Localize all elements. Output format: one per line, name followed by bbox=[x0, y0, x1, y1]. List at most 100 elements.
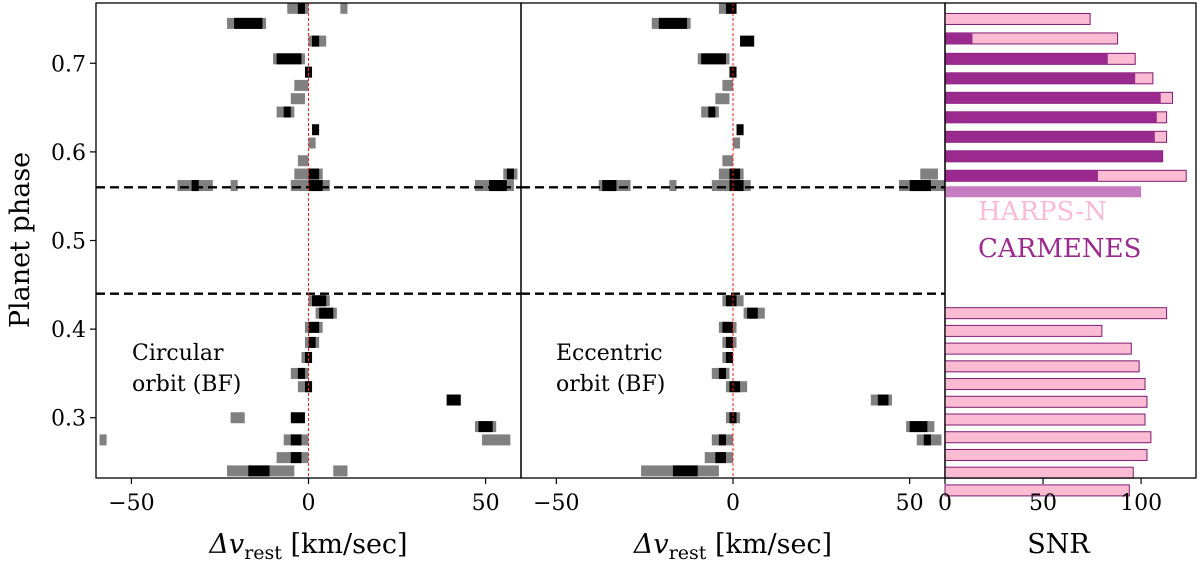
heatmap-cell bbox=[312, 124, 320, 136]
heatmap-cell bbox=[312, 35, 320, 47]
heatmap-cell bbox=[333, 465, 348, 477]
x-axis-label: Δvrest [km/sec] bbox=[633, 529, 832, 561]
y-tick-label: 0.3 bbox=[51, 407, 86, 432]
plot-frame bbox=[944, 2, 1197, 479]
heatmap-cell bbox=[923, 434, 931, 446]
heatmap-cell bbox=[230, 180, 238, 192]
x-axis-label-symbol: Δv bbox=[633, 529, 669, 560]
heatmap-cell bbox=[482, 434, 511, 446]
heatmap-cell bbox=[722, 155, 733, 167]
x-tick-label: 50 bbox=[472, 491, 500, 516]
x-axis-label: SNR bbox=[1027, 529, 1090, 560]
heatmap-cell bbox=[725, 351, 733, 363]
heatmap-cell bbox=[658, 17, 688, 29]
carmenes-bar bbox=[945, 32, 973, 44]
heatmap-cell bbox=[312, 295, 327, 307]
heatmap-cell bbox=[99, 434, 107, 446]
x-tick-label: 0 bbox=[938, 491, 952, 516]
carmenes-bar bbox=[945, 170, 1098, 182]
y-tick-label: 0.7 bbox=[51, 52, 86, 77]
snr-panel: 0 50 100 SNR HARPS-N CARMENES bbox=[938, 2, 1197, 560]
harps-bar bbox=[944, 431, 1152, 444]
x-axis-label-unit: [km/sec] bbox=[282, 529, 408, 560]
heatmap-cell bbox=[489, 180, 507, 192]
heatmap-cell bbox=[506, 168, 514, 180]
x-axis-label: Δvrest [km/sec] bbox=[208, 529, 407, 561]
harps-bar bbox=[944, 395, 1148, 408]
heatmap-cell bbox=[276, 53, 302, 65]
x-tick-label: 0 bbox=[302, 491, 316, 516]
carmenes-bar bbox=[945, 92, 1161, 104]
orbit-annotation-line-2: orbit (BF) bbox=[556, 372, 665, 397]
heatmap-cell bbox=[708, 106, 716, 118]
orbit-annotation-line-1: Circular bbox=[132, 341, 224, 366]
heatmap-cell bbox=[308, 180, 323, 192]
heatmap-cell bbox=[729, 66, 737, 78]
x-tick-label: 50 bbox=[896, 491, 924, 516]
x-tick-label: −50 bbox=[108, 491, 154, 516]
heatmap-cell bbox=[308, 137, 316, 149]
harps-bar bbox=[944, 360, 1140, 373]
x-tick-label: −50 bbox=[533, 491, 579, 516]
heatmap-cell bbox=[290, 412, 305, 424]
y-axis-label-group: Planet phase bbox=[5, 152, 36, 328]
y-tick-label: 0.4 bbox=[51, 318, 86, 343]
heatmap-cell bbox=[877, 394, 889, 406]
heatmap-cell bbox=[718, 434, 726, 446]
heatmap-cell bbox=[909, 180, 931, 192]
carmenes-bar bbox=[945, 186, 1142, 198]
heatmap-cell bbox=[304, 66, 313, 78]
orbit-annotation-line-1: Eccentric bbox=[556, 341, 663, 366]
heatmap-cell bbox=[304, 381, 313, 393]
heatmap-cell bbox=[672, 465, 698, 477]
heatmap-cell bbox=[725, 2, 737, 14]
harps-bar bbox=[944, 342, 1132, 355]
heatmap-cell bbox=[297, 155, 309, 167]
heatmap-cell bbox=[234, 17, 263, 29]
carmenes-bar bbox=[945, 111, 1157, 123]
heatmap-cell bbox=[920, 168, 938, 180]
harps-bar bbox=[944, 484, 1130, 497]
orbit-annotation-line-2: orbit (BF) bbox=[132, 372, 241, 397]
heatmap-cell bbox=[740, 35, 755, 47]
heatmap-cell bbox=[733, 137, 741, 149]
heatmap-cell bbox=[230, 412, 245, 424]
harps-bar bbox=[944, 324, 1103, 337]
heatmap-cell bbox=[297, 381, 313, 393]
heatmap-cell bbox=[308, 321, 320, 333]
heatmap-cell bbox=[669, 180, 677, 192]
carmenes-bar bbox=[945, 150, 1163, 162]
heatmap-cell bbox=[701, 53, 726, 65]
heatmap-cell bbox=[290, 93, 305, 105]
heatmap-cell bbox=[909, 421, 928, 433]
x-axis-label-subscript: rest bbox=[669, 542, 707, 561]
heatmap-cell bbox=[297, 367, 305, 379]
x-tick-label: 50 bbox=[1029, 491, 1057, 516]
carmenes-bar bbox=[945, 72, 1136, 84]
heatmap-cell bbox=[729, 381, 741, 393]
heatmap-cell bbox=[340, 2, 348, 14]
heatmap-cell bbox=[602, 180, 617, 192]
heatmap-cell bbox=[294, 79, 309, 91]
y-tick-label: 0.6 bbox=[51, 141, 86, 166]
heatmap-cell bbox=[297, 2, 305, 14]
x-tick-label: 0 bbox=[726, 491, 740, 516]
circular-orbit-panel: −50 0 50 Δvrest [km/sec] Circular orbit (BF) 0… bbox=[51, 2, 522, 561]
x-tick-label: 100 bbox=[1120, 491, 1162, 516]
heatmap-cell bbox=[304, 351, 313, 363]
x-axis-label-symbol: Δv bbox=[208, 529, 244, 560]
heatmap-cell bbox=[478, 421, 493, 433]
y-axis-label: Planet phase bbox=[5, 152, 36, 328]
heatmap-cell bbox=[191, 180, 199, 192]
heatmap-cell bbox=[718, 367, 726, 379]
heatmap-cell bbox=[722, 321, 733, 333]
heatmap-cell bbox=[725, 336, 733, 348]
x-axis-label-unit: [km/sec] bbox=[706, 529, 832, 560]
heatmap-cell bbox=[619, 180, 631, 192]
legend-carmenes: CARMENES bbox=[978, 234, 1141, 264]
heatmap-cell bbox=[446, 394, 461, 406]
harps-bar bbox=[944, 378, 1146, 391]
harps-bar bbox=[944, 448, 1148, 461]
heatmap-cell bbox=[319, 307, 334, 319]
